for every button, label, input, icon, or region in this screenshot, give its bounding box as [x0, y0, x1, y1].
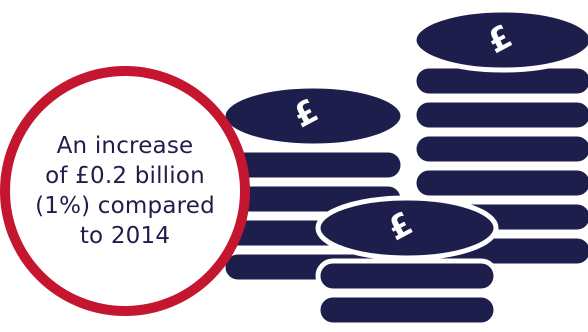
coin-stack-front: £ [315, 195, 499, 328]
callout-line-1: An increase [56, 133, 194, 159]
callout-line-3: (1%) compared [35, 193, 215, 219]
callout-ring [0, 66, 250, 316]
callout-text: An increase of £0.2 billion (1%) compare… [0, 66, 250, 316]
callout-line-4: to 2014 [79, 223, 171, 249]
callout-line-2: of £0.2 billion [45, 163, 205, 189]
